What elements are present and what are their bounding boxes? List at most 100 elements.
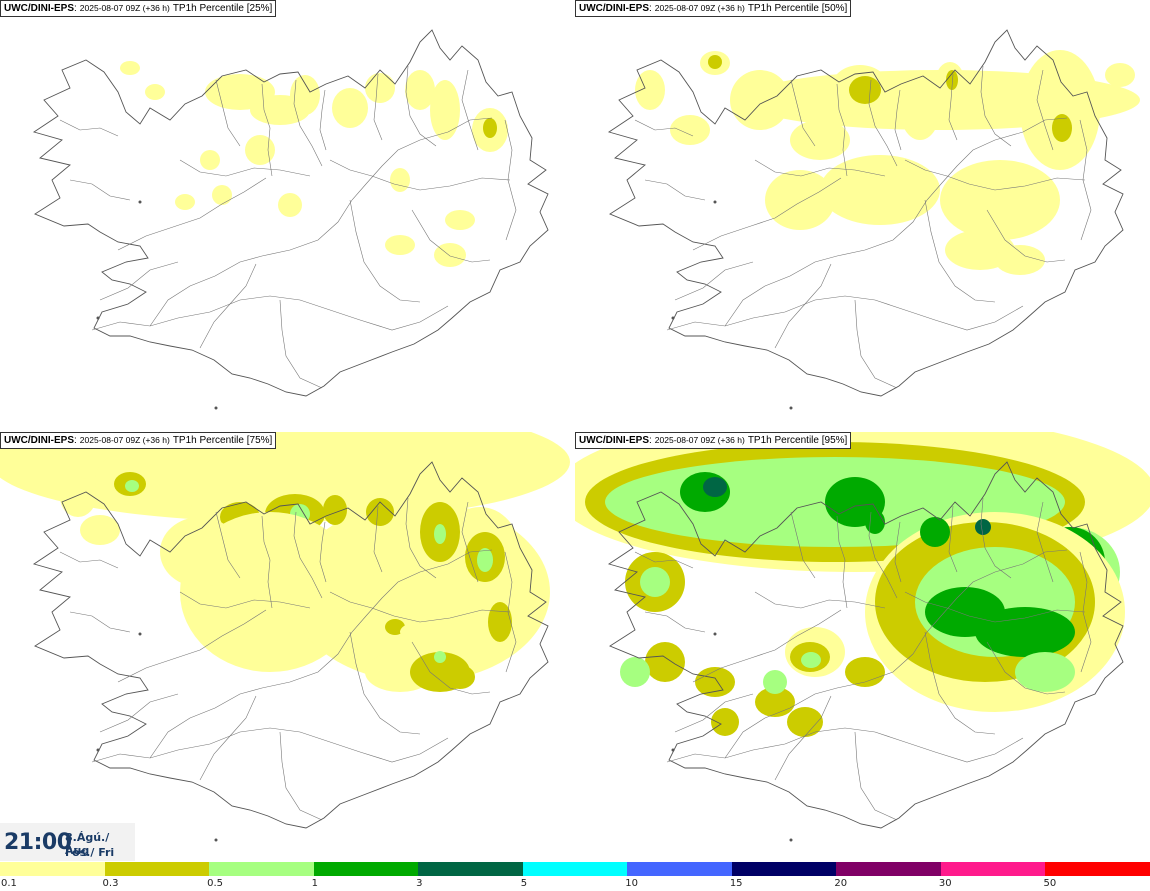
precip-area [640, 567, 670, 597]
legend-swatch [836, 862, 942, 876]
road-line [149, 117, 493, 327]
precip-area [765, 170, 835, 230]
precip-area [703, 477, 727, 497]
road-line [199, 263, 257, 349]
legend-tick-label: 30 [938, 878, 952, 889]
precip-area [1052, 114, 1072, 142]
road-line [279, 731, 323, 821]
panel-title: UWC/DINI-EPS: 2025-08-07 09Z (+36 h) TP1h … [0, 432, 277, 449]
legend-swatch [418, 862, 524, 876]
road-line [836, 515, 848, 609]
precip-area [200, 150, 220, 170]
road-line [1036, 69, 1054, 151]
precip-area [430, 80, 460, 140]
precip-area [920, 517, 950, 547]
road-line [948, 505, 958, 573]
model-source: UWC/DINI-EPS [4, 435, 74, 446]
road-line [790, 511, 816, 579]
precip-area [385, 235, 415, 255]
precip-area [370, 567, 410, 607]
road-line [634, 551, 694, 569]
valid-date-line1: 8.Ágú./ Aug [65, 831, 110, 857]
road-line [724, 549, 1068, 759]
map-panel-95: UWC/DINI-EPS: 2025-08-07 09Z (+36 h) TP1h … [575, 432, 1150, 862]
road-line [215, 79, 241, 147]
legend-tick-label: 0.3 [102, 878, 119, 889]
island [138, 632, 142, 636]
road-line [666, 295, 1024, 331]
precip-area [695, 667, 735, 697]
road-line [948, 73, 958, 141]
road-line [1036, 501, 1054, 583]
island [214, 838, 218, 842]
road-line [774, 695, 832, 781]
road-line [754, 591, 886, 609]
road-line [980, 497, 1012, 579]
precip-map-95 [575, 432, 1150, 842]
variable-label: TP1h Percentile [25%] [172, 3, 273, 14]
precip-area [323, 495, 347, 525]
road-line [99, 693, 179, 733]
precip-field [635, 50, 1140, 275]
road-line [279, 299, 323, 389]
legend-swatch [209, 862, 315, 876]
road-line [117, 609, 267, 683]
road-line [724, 117, 1068, 327]
road-line [836, 83, 848, 177]
precip-field [0, 432, 570, 692]
legend-tick-label: 3 [416, 878, 423, 889]
precip-area [1015, 652, 1075, 692]
island [671, 316, 675, 320]
precip-area [708, 55, 722, 69]
precip-area [385, 619, 405, 635]
precip-area [175, 194, 195, 210]
island [789, 406, 793, 410]
coastline [32, 461, 549, 829]
coastline [32, 29, 549, 397]
precip-area [245, 135, 275, 165]
precip-area [477, 548, 493, 572]
precip-area [946, 70, 958, 90]
precip-area [278, 193, 302, 217]
precip-area [755, 687, 795, 717]
road-line [854, 299, 898, 389]
island [713, 200, 717, 204]
variable-label: TP1h Percentile [50%] [747, 3, 848, 14]
legend-tick-label: 0.5 [207, 878, 223, 889]
precip-area [80, 515, 120, 545]
precip-map-50 [607, 29, 1140, 410]
precip-area [60, 477, 96, 517]
road-line [774, 263, 832, 349]
road-line [99, 261, 179, 301]
map-panel-75: UWC/DINI-EPS: 2025-08-07 09Z (+36 h) TP1h … [0, 432, 575, 862]
road-line [980, 65, 1012, 147]
precip-area [635, 70, 665, 110]
road-line [293, 79, 323, 167]
model-source: UWC/DINI-EPS [4, 3, 74, 14]
precip-area [365, 73, 395, 103]
road-line [674, 693, 754, 733]
road-line [69, 611, 131, 633]
road-line [329, 591, 511, 623]
road-line [1079, 551, 1092, 673]
road-line [199, 695, 257, 781]
legend-tick-label: 10 [625, 878, 638, 889]
precip-area [849, 76, 881, 104]
precip-area [845, 657, 885, 687]
precip-map-75 [0, 432, 570, 842]
road-line [986, 209, 1066, 263]
precip-area [405, 70, 435, 110]
road-line [692, 609, 842, 683]
road-line [349, 631, 421, 735]
island [96, 316, 100, 320]
precip-area [434, 651, 446, 663]
road-line [634, 119, 694, 137]
precip-map-25 [32, 29, 549, 410]
road-line [405, 497, 437, 579]
road-line [293, 511, 323, 599]
precip-area [445, 210, 475, 230]
model-source: UWC/DINI-EPS [579, 435, 649, 446]
precip-area [787, 707, 823, 737]
road-line [349, 199, 421, 303]
precip-area [975, 519, 991, 535]
